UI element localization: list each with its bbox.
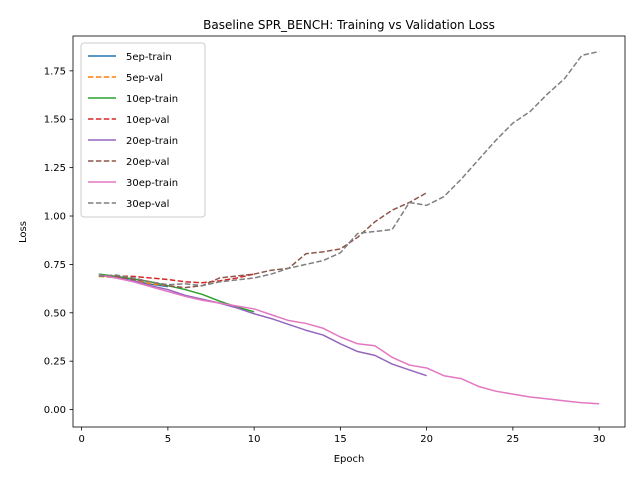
x-tick-label: 10: [248, 434, 261, 445]
y-tick-label: 0.75: [44, 260, 66, 271]
legend-box: [80, 42, 206, 218]
y-tick-label: 0.00: [44, 405, 66, 416]
x-tick-label: 25: [507, 434, 520, 445]
y-axis-title: Loss: [18, 221, 29, 243]
plot-area: 0 5 10 15 20 25 30 0.00 0.25 0.50 0.75 1.00 1.25 1.50…: [44, 35, 626, 445]
y-tick-label: 1.75: [44, 66, 66, 77]
series-line-30ep-train: [98, 274, 600, 405]
y-tick-label: 0.50: [44, 308, 66, 319]
x-tick-label: 5: [165, 434, 171, 445]
legend-label-30ep-train: 30ep-train: [126, 178, 178, 189]
series-line-20ep-train: [98, 274, 427, 377]
axes-frame: [72, 35, 626, 428]
y-tick-label: 1.00: [44, 212, 66, 223]
x-tick-label: 15: [334, 434, 347, 445]
legend-label-20ep-val: 20ep-val: [126, 157, 169, 168]
x-tick-label: 30: [593, 434, 606, 445]
legend-label-10ep-train: 10ep-train: [126, 94, 178, 105]
x-tick-label: 20: [420, 434, 433, 445]
x-tick-label: 0: [78, 434, 84, 445]
legend-label-10ep-val: 10ep-val: [126, 115, 169, 126]
series-line-30ep-val: [98, 50, 600, 287]
legend: 5ep-train 5ep-val 10ep-train 10ep-val 20ep-t…: [80, 42, 206, 218]
series-line-20ep-val: [98, 192, 427, 289]
chart-title: Baseline SPR_BENCH: Training vs Validati…: [203, 18, 495, 32]
y-tick-label: 1.50: [44, 115, 66, 126]
y-tick-label: 1.25: [44, 163, 66, 174]
legend-label-20ep-train: 20ep-train: [126, 136, 178, 147]
x-axis-title: Epoch: [334, 454, 365, 465]
legend-label-5ep-val: 5ep-val: [126, 73, 163, 84]
legend-label-5ep-train: 5ep-train: [126, 52, 172, 63]
y-tick-label: 0.25: [44, 357, 66, 368]
legend-label-30ep-val: 30ep-val: [126, 199, 169, 210]
